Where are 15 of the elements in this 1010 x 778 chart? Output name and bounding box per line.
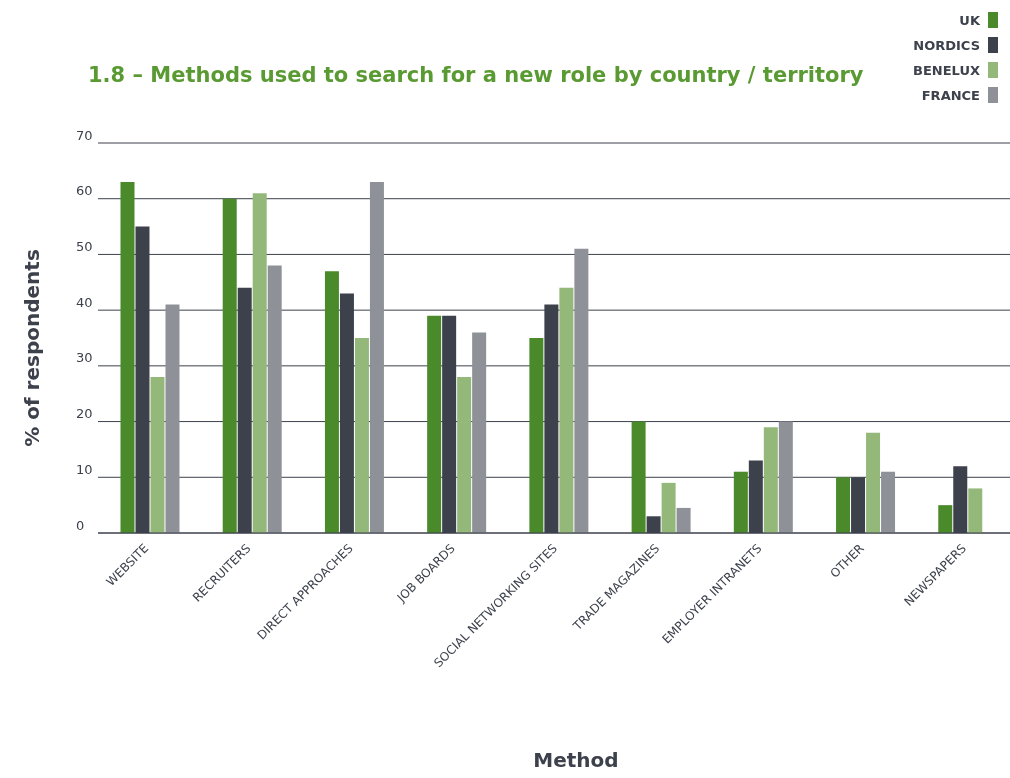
y-tick-label: 30 bbox=[76, 350, 93, 366]
legend-label: NORDICS bbox=[913, 37, 980, 53]
y-tick-label: 60 bbox=[76, 183, 93, 199]
y-tick-label: 40 bbox=[76, 294, 93, 310]
legend-label: BENELUX bbox=[913, 62, 980, 78]
chart-title: 1.8 – Methods used to search for a new role by country / territory bbox=[88, 63, 864, 87]
y-tick-label: 10 bbox=[76, 461, 93, 477]
legend-label: UK bbox=[959, 12, 980, 28]
y-axis-title: % of respondents bbox=[20, 249, 44, 447]
legend-label: FRANCE bbox=[921, 87, 980, 103]
x-axis-title: Method bbox=[533, 748, 619, 772]
y-tick-label: 20 bbox=[76, 406, 93, 422]
y-tick-label: 0 bbox=[76, 517, 85, 533]
y-tick-label: 50 bbox=[76, 239, 93, 255]
y-tick-label: 70 bbox=[76, 127, 93, 143]
